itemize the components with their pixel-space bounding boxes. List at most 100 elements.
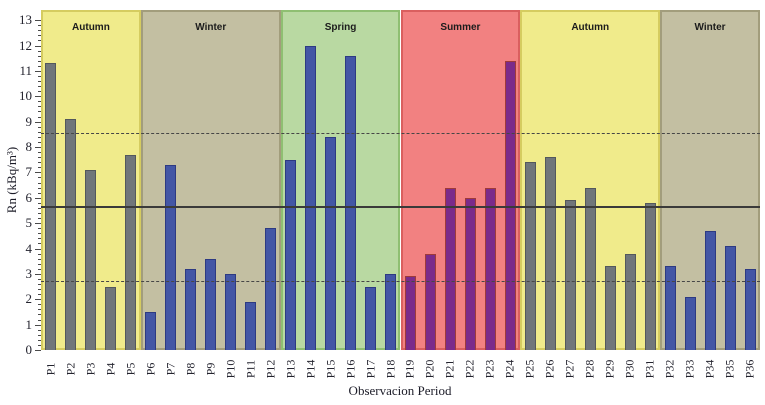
y-minor-tick	[38, 40, 41, 42]
bar-P34	[704, 230, 716, 350]
x-tick-label-P19: P19	[402, 359, 417, 379]
x-tick-label-P14: P14	[303, 359, 318, 379]
y-tick-label: 1	[25, 316, 33, 332]
x-tick-label-P3: P3	[83, 362, 98, 376]
y-minor-tick	[38, 55, 41, 57]
y-tick-label: 12	[19, 37, 32, 53]
bar-P8	[185, 268, 197, 350]
season-band-label: Autumn	[571, 22, 610, 33]
y-major-tick	[35, 197, 41, 199]
y-tick-label: 13	[19, 12, 32, 28]
bar-P23	[484, 187, 496, 350]
y-major-tick	[35, 350, 41, 351]
y-minor-tick	[38, 152, 41, 154]
bar-P14	[305, 45, 317, 350]
reference-line-dashed	[41, 280, 760, 282]
season-band-spring-2: Spring	[280, 10, 401, 350]
y-minor-tick	[38, 192, 41, 194]
x-tick-label-P27: P27	[562, 359, 577, 379]
y-major-tick	[35, 20, 41, 22]
y-minor-tick	[38, 314, 41, 316]
y-tick-label: 4	[25, 240, 33, 256]
y-minor-tick	[38, 278, 41, 280]
x-tick-label-P4: P4	[103, 362, 118, 376]
bar-P15	[325, 136, 337, 350]
x-tick-label-P25: P25	[522, 359, 537, 379]
bar-P4	[105, 286, 117, 350]
y-major-tick	[35, 96, 41, 98]
y-major-tick	[35, 121, 41, 123]
y-minor-tick	[38, 162, 41, 164]
y-tick-label: 3	[25, 265, 33, 281]
x-tick-label-P13: P13	[283, 359, 298, 379]
y-tick-label: 9	[25, 113, 33, 129]
y-minor-tick	[38, 111, 41, 113]
bar-P19	[404, 276, 416, 350]
season-band-label: Autumn	[72, 22, 110, 33]
x-tick-label-P30: P30	[622, 359, 637, 379]
bar-P20	[424, 253, 436, 350]
x-tick-label-P8: P8	[183, 362, 198, 376]
y-tick-label: 5	[25, 215, 33, 231]
y-major-tick	[35, 147, 41, 148]
x-tick-label-P9: P9	[203, 362, 218, 376]
bar-P24	[504, 60, 516, 350]
y-minor-tick	[38, 304, 41, 306]
x-tick-label-P32: P32	[662, 359, 677, 379]
season-band-label: Spring	[324, 22, 357, 33]
bar-P31	[644, 202, 656, 350]
y-minor-tick	[38, 228, 41, 230]
bar-P27	[564, 200, 576, 350]
y-minor-tick	[38, 238, 41, 240]
bar-P33	[684, 296, 696, 350]
bar-P11	[245, 301, 257, 350]
y-minor-tick	[38, 141, 41, 143]
season-band-label: Winter	[195, 22, 227, 33]
x-tick-label-P5: P5	[123, 362, 138, 376]
y-minor-tick	[38, 35, 41, 37]
y-minor-tick	[38, 212, 41, 214]
x-tick-label-P7: P7	[163, 362, 178, 376]
x-tick-label-P28: P28	[582, 359, 597, 379]
y-minor-tick	[38, 258, 41, 260]
y-minor-tick	[38, 101, 41, 103]
y-minor-tick	[38, 81, 41, 83]
y-minor-tick	[38, 126, 41, 128]
x-tick-label-P35: P35	[722, 359, 737, 379]
bar-P3	[85, 169, 97, 350]
y-minor-tick	[38, 319, 41, 321]
bar-P10	[225, 273, 237, 350]
y-minor-tick	[38, 339, 41, 341]
y-minor-tick	[38, 309, 41, 311]
bar-P18	[385, 273, 396, 350]
y-tick-label: 8	[25, 139, 33, 154]
y-minor-tick	[38, 106, 41, 108]
y-minor-tick	[38, 50, 41, 52]
bar-P22	[464, 197, 476, 350]
x-tick-label-P17: P17	[363, 359, 378, 379]
y-minor-tick	[38, 86, 41, 88]
y-minor-tick	[38, 233, 41, 235]
bar-P28	[584, 187, 596, 350]
y-minor-tick	[38, 187, 41, 189]
bar-P35	[724, 245, 736, 350]
y-tick-label: 0	[25, 342, 33, 357]
season-band-label: Winter	[694, 22, 726, 33]
y-minor-tick	[38, 25, 41, 27]
season-band-summer-3: Summer	[400, 10, 521, 350]
bar-P21	[444, 187, 456, 350]
y-major-tick	[35, 45, 41, 47]
x-tick-label-P34: P34	[702, 359, 717, 379]
y-minor-tick	[38, 116, 41, 118]
bar-P2	[65, 119, 77, 350]
x-tick-label-P2: P2	[63, 362, 78, 376]
y-tick-label: 7	[25, 164, 33, 180]
plot-area: Autumn Winter Spring Summer Autumn Winter	[41, 10, 760, 350]
y-minor-tick	[38, 253, 41, 255]
y-minor-tick	[38, 289, 41, 291]
bar-P29	[604, 266, 616, 350]
bar-P26	[544, 157, 556, 350]
y-minor-tick	[38, 75, 41, 77]
bar-P6	[145, 311, 157, 350]
